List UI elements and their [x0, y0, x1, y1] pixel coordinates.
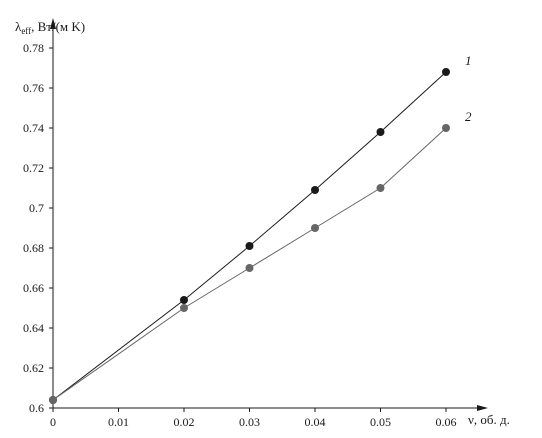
y-tick-label: 0.62: [23, 361, 44, 375]
series-1: 1: [49, 53, 472, 404]
y-tick-label: 0.76: [23, 81, 44, 95]
y-tick-label: 0.6: [29, 401, 44, 415]
y-tick-label: 0.68: [23, 241, 44, 255]
data-point: [311, 186, 319, 194]
series-label: 2: [465, 109, 472, 124]
series-2: 2: [49, 109, 472, 404]
x-tick-label: 0.02: [174, 415, 195, 429]
y-tick-label: 0.74: [23, 121, 44, 135]
y-axis-title-unit: , Вт/(м K): [31, 19, 85, 34]
x-tick-label: 0.04: [305, 415, 326, 429]
x-tick-label: 0.01: [108, 415, 129, 429]
y-axis-arrow: [50, 18, 56, 29]
y-axis-title-subscript: eff: [21, 26, 31, 36]
series-label: 1: [465, 53, 472, 68]
x-axis-arrow: [477, 405, 488, 411]
data-point: [376, 184, 385, 192]
ticks: [49, 47, 447, 412]
series-line: [52, 127, 447, 401]
series-layer: 12: [49, 53, 472, 404]
x-tick-label: 0: [50, 415, 56, 429]
y-tick-label: 0.66: [23, 281, 44, 295]
x-tick-label: 0.05: [370, 415, 391, 429]
x-tick-label: 0.06: [436, 415, 457, 429]
y-tick-label: 0.64: [23, 321, 44, 335]
data-point: [245, 242, 254, 250]
data-point: [442, 124, 450, 132]
axes: [50, 18, 488, 411]
y-axis-title: λeff, Вт/(м K): [15, 19, 85, 36]
x-tick-label: 0.03: [239, 415, 260, 429]
series-line: [52, 71, 447, 401]
data-point: [180, 296, 188, 304]
y-axis-title-symbol: λ: [15, 19, 22, 34]
data-point: [376, 128, 385, 136]
data-point: [180, 304, 188, 312]
data-point: [245, 264, 254, 272]
x-axis-title: ν, об. д.: [468, 412, 510, 427]
y-tick-label: 0.78: [23, 41, 44, 55]
data-point: [311, 224, 319, 232]
tick-labels: 0.6 0.62 0.64 0.66 0.68 0.7 0.72 0.74 0.76 0.78 0 0…: [23, 41, 457, 429]
y-tick-label: 0.72: [23, 161, 44, 175]
y-tick-label: 0.7: [29, 201, 44, 215]
data-point: [49, 396, 57, 404]
data-point: [442, 68, 450, 76]
